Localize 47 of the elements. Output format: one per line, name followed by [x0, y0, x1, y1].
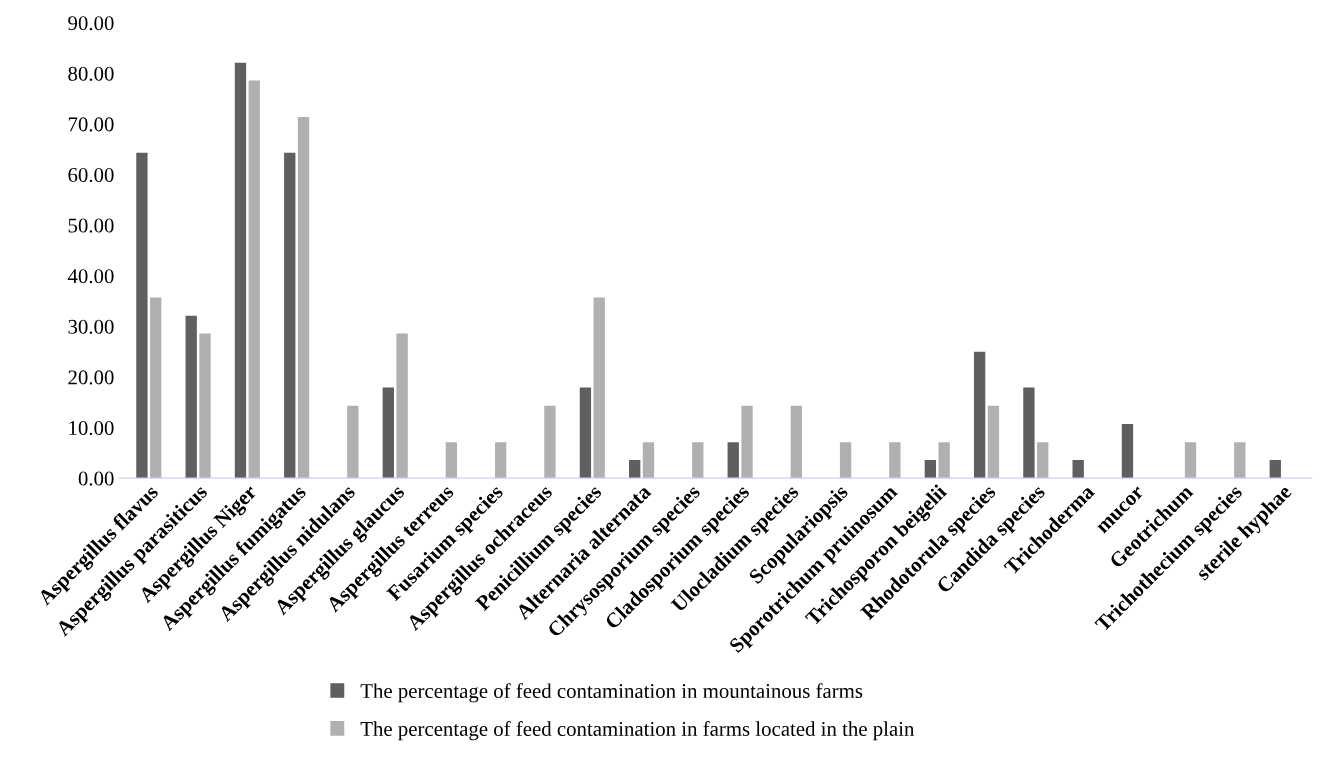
bar: [741, 405, 753, 479]
bar: [727, 442, 739, 479]
bar: [347, 405, 359, 479]
bar: [692, 442, 704, 479]
bar: [924, 459, 937, 479]
bar: [987, 405, 1000, 479]
bar: [234, 62, 247, 479]
bar: [150, 297, 162, 479]
bar: [199, 333, 211, 479]
y-tick-label: 20.00: [68, 370, 114, 385]
y-tick-label: 0.00: [78, 471, 114, 486]
bar: [1037, 442, 1049, 479]
bar: [544, 405, 556, 479]
bar: [1023, 387, 1035, 479]
bar: [889, 442, 901, 479]
bar: [839, 442, 852, 479]
y-tick-label: 10.00: [69, 420, 114, 436]
bar: [445, 442, 458, 479]
bar: [1269, 459, 1281, 479]
bar: [629, 459, 641, 479]
y-tick-label: 30.00: [68, 319, 114, 334]
bar: [938, 442, 950, 479]
y-tick-label: 80.00: [68, 66, 114, 81]
bar: [1234, 442, 1246, 479]
y-tick-label: 50.00: [68, 218, 114, 233]
bar: [136, 152, 148, 479]
y-tick-label: 70.00: [68, 117, 114, 132]
bar: [248, 80, 260, 479]
bar: [593, 297, 605, 479]
legend-label: The percentage of feed contamination in farms located in the plain: [360, 721, 915, 741]
bar: [973, 351, 986, 479]
bar: [396, 333, 408, 479]
bar: [185, 315, 197, 479]
bar: [494, 442, 507, 479]
bar: [382, 387, 394, 479]
y-tick-label: 40.00: [67, 269, 114, 284]
bar: [297, 116, 310, 479]
bar: [284, 152, 296, 479]
bar: [1184, 442, 1197, 479]
y-tick-label: 90.00: [68, 16, 114, 31]
bar: [579, 387, 592, 479]
bar: [642, 442, 655, 479]
y-tick-label: 60.00: [68, 167, 114, 183]
bar: [1121, 424, 1134, 479]
bar: [790, 405, 802, 479]
bar: [1072, 459, 1084, 479]
legend-label: The percentage of feed contamination in mountainous farms: [360, 683, 863, 703]
